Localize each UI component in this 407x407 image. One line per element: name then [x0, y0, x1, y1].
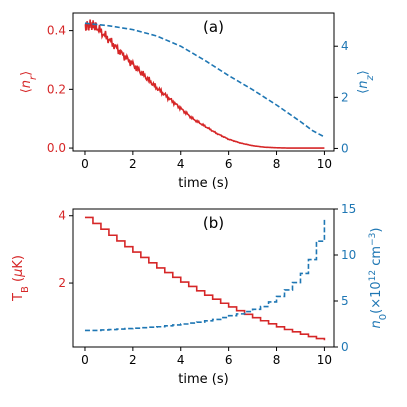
x-tick-label: 0 — [81, 157, 89, 171]
x-tick-label: 2 — [129, 353, 137, 367]
y-left-axis-label: TB (μK) — [11, 255, 31, 302]
plot-frame — [72, 208, 335, 348]
x-tick-label: 10 — [317, 157, 332, 171]
plot-frame — [72, 12, 335, 152]
x-tick-label: 8 — [273, 157, 281, 171]
x-tick-label: 6 — [225, 157, 233, 171]
panel-label: (a) — [203, 18, 224, 36]
y-right-tick-label: 0 — [341, 141, 349, 155]
x-axis-label: time (s) — [178, 176, 228, 191]
series-line-left — [84, 216, 326, 341]
x-tick-label: 2 — [129, 157, 137, 171]
x-tick-label: 10 — [317, 353, 332, 367]
x-tick-label: 0 — [81, 353, 89, 367]
y-left-tick-label: 2 — [58, 276, 66, 290]
y-left-tick-label: 0.4 — [47, 24, 66, 38]
panel-label: (b) — [203, 214, 224, 232]
panel-a: 0 2 4 6 8 10 0.0 0.2 0.4 0 2 4 (a) time (s) ⟨nr⟩ ⟨nz⟩ — [19, 12, 376, 191]
series-line-left — [84, 19, 325, 149]
y-right-tick-label: 15 — [341, 202, 356, 216]
y-left-tick-label: 0.2 — [47, 82, 66, 96]
y-right-axis-label: ⟨nz⟩ — [356, 70, 376, 94]
y-right-tick-label: 2 — [341, 90, 349, 104]
x-axis-label: time (s) — [178, 372, 228, 387]
x-tick-label: 4 — [177, 353, 185, 367]
y-right-tick-label: 5 — [341, 294, 349, 308]
panel-b: 0 2 4 6 8 10 2 4 0 5 10 15 (b) time (s) TB (μK) n0(×101… — [11, 202, 389, 387]
series-line-right — [84, 218, 326, 332]
x-tick-label: 4 — [177, 157, 185, 171]
y-right-axis-label: n0(×1012 cm−3) — [368, 228, 389, 329]
y-right-tick-label: 4 — [341, 39, 349, 53]
y-left-tick-label: 0.0 — [47, 141, 66, 155]
y-left-tick-label: 4 — [58, 209, 66, 223]
y-left-axis-label: ⟨nr⟩ — [19, 71, 39, 94]
y-right-tick-label: 0 — [341, 340, 349, 354]
y-right-tick-label: 10 — [341, 248, 356, 262]
x-tick-label: 8 — [273, 353, 281, 367]
series-line-right — [84, 22, 325, 138]
x-tick-label: 6 — [225, 353, 233, 367]
